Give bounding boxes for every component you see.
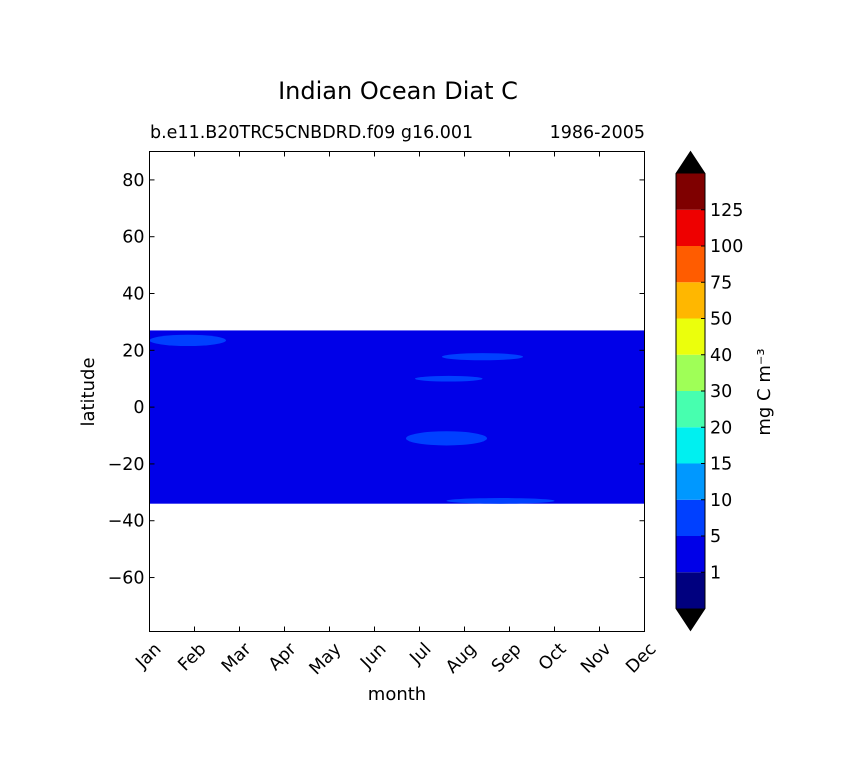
colorbar-tick-label: 15 — [710, 455, 732, 475]
colorbar-segment — [676, 427, 705, 464]
x-tick-label: Jun — [356, 639, 390, 673]
colorbar-segment — [676, 282, 705, 319]
colorbar-segment — [676, 209, 705, 246]
colorbar-tick-label: 40 — [710, 346, 732, 366]
colorbar-tick-label: 100 — [710, 237, 743, 257]
y-axis-label: latitude — [78, 357, 99, 426]
colorbar-tick-label: 125 — [710, 201, 743, 221]
colorbar-tick-label: 20 — [710, 418, 732, 438]
y-tick-label: −40 — [108, 512, 145, 532]
x-tick-label: Nov — [577, 639, 615, 677]
colorbar-tick-label: 30 — [710, 382, 732, 402]
x-tick-label: Jan — [132, 639, 166, 673]
x-tick-label: Sep — [488, 639, 525, 676]
colorbar-label: mg C m⁻³ — [754, 348, 775, 435]
colorbar-tick-label: 50 — [710, 310, 732, 330]
plot-area-data — [149, 330, 645, 504]
data-patch-1 — [149, 334, 226, 347]
colorbar-segment — [676, 572, 705, 609]
chart-subtitle-years: 1986-2005 — [550, 123, 645, 143]
colorbar-tick-label: 1 — [710, 563, 721, 583]
colorbar-segment — [676, 246, 705, 283]
colorbar-segment — [676, 318, 705, 355]
x-tick-label: Dec — [622, 639, 660, 677]
y-tick-label: 20 — [122, 341, 144, 361]
y-tick-label: 40 — [122, 285, 144, 305]
x-tick-label: Apr — [265, 639, 301, 675]
x-tick-label: Oct — [535, 639, 571, 675]
x-tick-label: Feb — [174, 639, 210, 675]
x-tick-label: May — [306, 639, 346, 679]
data-patch-4 — [406, 431, 487, 446]
chart-title: Indian Ocean Diat C — [278, 77, 518, 105]
data-patch-5 — [446, 498, 555, 504]
colorbar-tick-label: 5 — [710, 527, 721, 547]
y-tick-label: −60 — [108, 569, 145, 589]
colorbar-extend-over — [676, 151, 705, 174]
colorbar-extend-under — [676, 608, 705, 631]
x-tick-label: Aug — [442, 639, 480, 677]
data-patch-3 — [415, 375, 483, 382]
colorbar-outline — [675, 150, 706, 632]
chart-subtitle-case: b.e11.B20TRC5CNBDRD.f09 g16.001 — [150, 123, 473, 143]
y-tick-label: 0 — [133, 398, 144, 418]
data-patch-2 — [442, 353, 523, 361]
colorbar-segment — [676, 391, 705, 428]
colorbar-tick-label: 75 — [710, 273, 732, 293]
x-axis-label: month — [368, 684, 426, 705]
x-tick-label: Mar — [218, 639, 256, 677]
colorbar-segment — [676, 536, 705, 573]
y-tick-label: 80 — [122, 171, 144, 191]
colorbar-tick-label: 10 — [710, 491, 732, 511]
x-tick-label: Jul — [406, 639, 436, 669]
y-tick-label: 60 — [122, 228, 144, 248]
plot-frame — [149, 151, 645, 632]
y-tick-label: −20 — [108, 455, 145, 475]
y-axis: 80 60 40 20 0 −20 −40 −60 — [108, 171, 645, 589]
colorbar-segment — [676, 499, 705, 536]
colorbar-segment — [676, 173, 705, 210]
colorbar-segment — [676, 354, 705, 391]
data-field-band — [149, 330, 645, 504]
colorbar-segment — [676, 463, 705, 500]
